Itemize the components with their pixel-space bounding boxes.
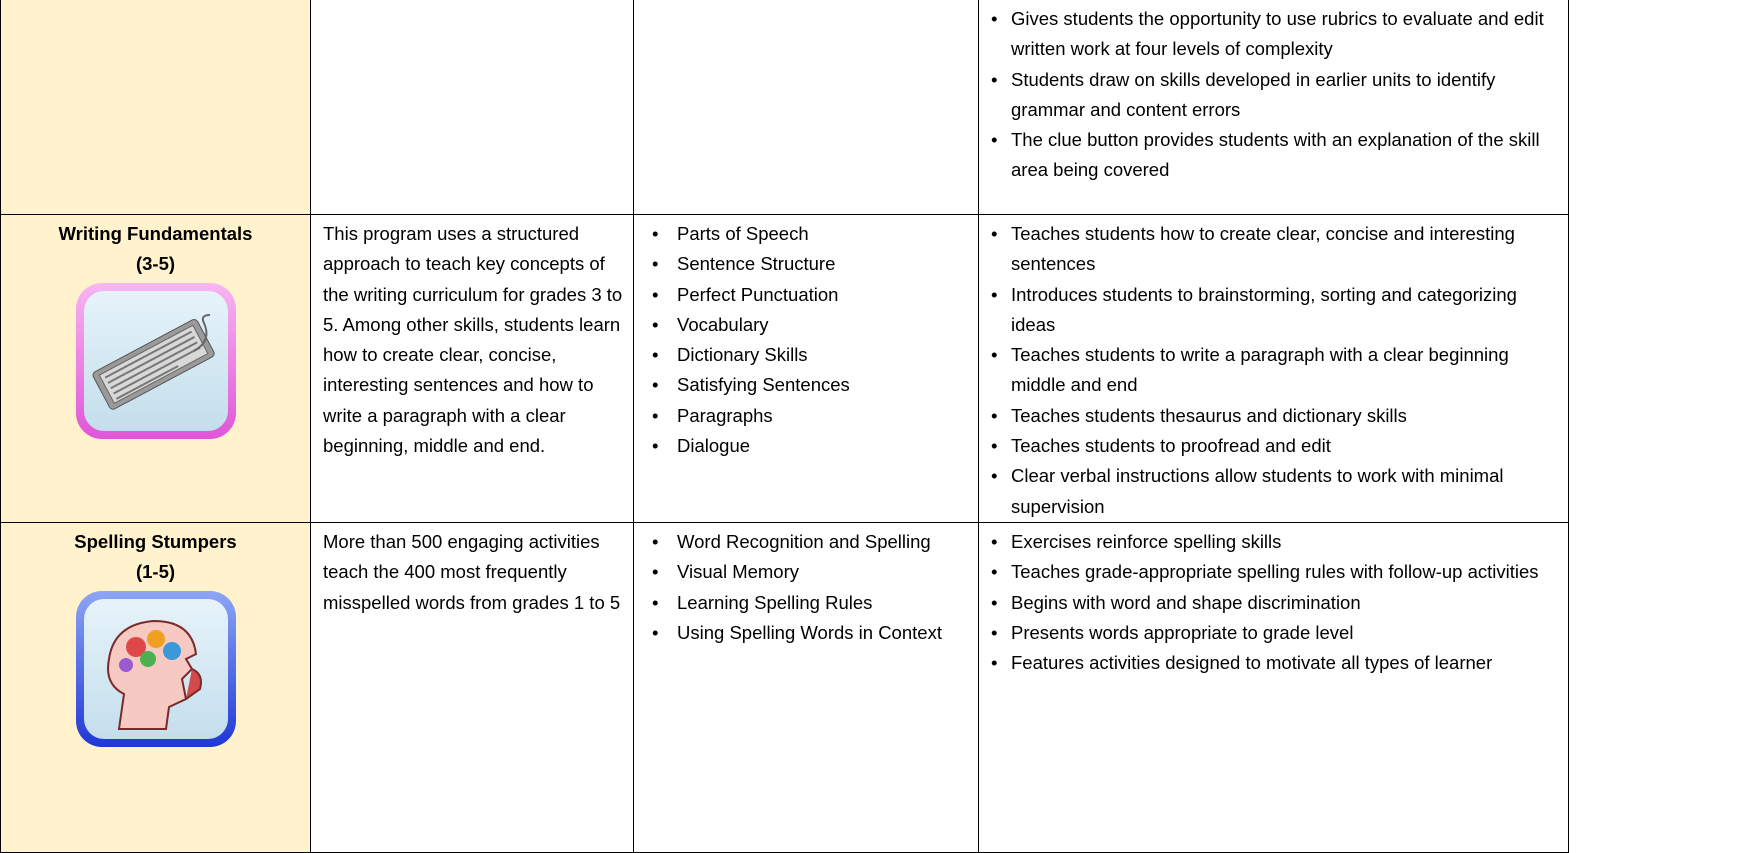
list-item: Gives students the opportunity to use ru… xyxy=(987,4,1560,65)
product-name: Spelling Stumpers xyxy=(74,530,237,552)
list-item: Dictionary Skills xyxy=(642,340,970,371)
cell xyxy=(310,0,634,215)
cell: More than 500 engaging activities teach … xyxy=(310,521,634,853)
list-item: Perfect Punctuation xyxy=(642,280,970,311)
product-name: Writing Fundamentals xyxy=(58,223,253,244)
list-item: Students draw on skills developed in ear… xyxy=(987,65,1560,126)
cell: This program uses a structured approach … xyxy=(310,214,634,523)
cell xyxy=(0,0,311,215)
cell: Exercises reinforce spelling skillsTeach… xyxy=(978,521,1569,853)
list-item: Using Spelling Words in Context xyxy=(642,618,970,649)
feature-list: Teaches students how to create clear, co… xyxy=(987,219,1560,521)
cell: Spelling Stumpers (1-5) xyxy=(0,521,311,853)
list-item: Vocabulary xyxy=(642,310,970,341)
product-grades: (3-5) xyxy=(135,253,176,275)
list-item: Dialogue xyxy=(642,431,970,462)
row: Writing Fundamentals (3-5) This program … xyxy=(0,214,1569,523)
product-grades: (1-5) xyxy=(135,561,176,583)
feature-list: Exercises reinforce spelling skillsTeach… xyxy=(987,527,1560,679)
list-item: Parts of Speech xyxy=(642,219,970,250)
feature-list: Gives students the opportunity to use ru… xyxy=(987,4,1560,186)
list-item: Presents words appropriate to grade leve… xyxy=(987,618,1560,649)
list-item: Word Recognition and Spelling xyxy=(642,527,970,558)
list-item: The clue button provides students with a… xyxy=(987,125,1560,186)
skill-list: Word Recognition and SpellingVisual Memo… xyxy=(642,527,970,648)
list-item: Teaches students to proofread and edit xyxy=(987,431,1560,462)
cell: Teaches students how to create clear, co… xyxy=(978,214,1569,523)
cell xyxy=(633,0,979,215)
cell: Writing Fundamentals (3-5) xyxy=(0,214,311,523)
cell: Parts of SpeechSentence StructurePerfect… xyxy=(633,214,979,523)
list-item: Teaches students to write a paragraph wi… xyxy=(987,340,1560,401)
list-item: Teaches students how to create clear, co… xyxy=(987,219,1560,280)
skill-list: Parts of SpeechSentence StructurePerfect… xyxy=(642,219,970,462)
cell: Word Recognition and SpellingVisual Memo… xyxy=(633,521,979,853)
row: Gives students the opportunity to use ru… xyxy=(0,0,1569,215)
keyboard-icon xyxy=(75,282,236,439)
list-item: Teaches students thesaurus and dictionar… xyxy=(987,401,1560,432)
list-item: Begins with word and shape discriminatio… xyxy=(987,588,1560,619)
list-item: Learning Spelling Rules xyxy=(642,588,970,619)
description: More than 500 engaging activities teach … xyxy=(323,530,621,613)
list-item: Features activities designed to motivate… xyxy=(987,648,1560,679)
description: This program uses a structured approach … xyxy=(323,223,623,457)
list-item: Visual Memory xyxy=(642,557,970,588)
list-item: Satisfying Sentences xyxy=(642,370,970,401)
list-item: Teaches grade-appropriate spelling rules… xyxy=(987,557,1560,588)
list-item: Paragraphs xyxy=(642,401,970,432)
row: Spelling Stumpers (1-5) More than 500 en… xyxy=(0,521,1569,853)
list-item: Clear verbal instructions allow students… xyxy=(987,461,1560,521)
list-item: Exercises reinforce spelling skills xyxy=(987,527,1560,558)
cell: Gives students the opportunity to use ru… xyxy=(978,0,1569,215)
list-item: Introduces students to brainstorming, so… xyxy=(987,280,1560,341)
product-table: Gives students the opportunity to use ru… xyxy=(0,0,1569,853)
brain-icon xyxy=(75,590,236,747)
list-item: Sentence Structure xyxy=(642,249,970,280)
